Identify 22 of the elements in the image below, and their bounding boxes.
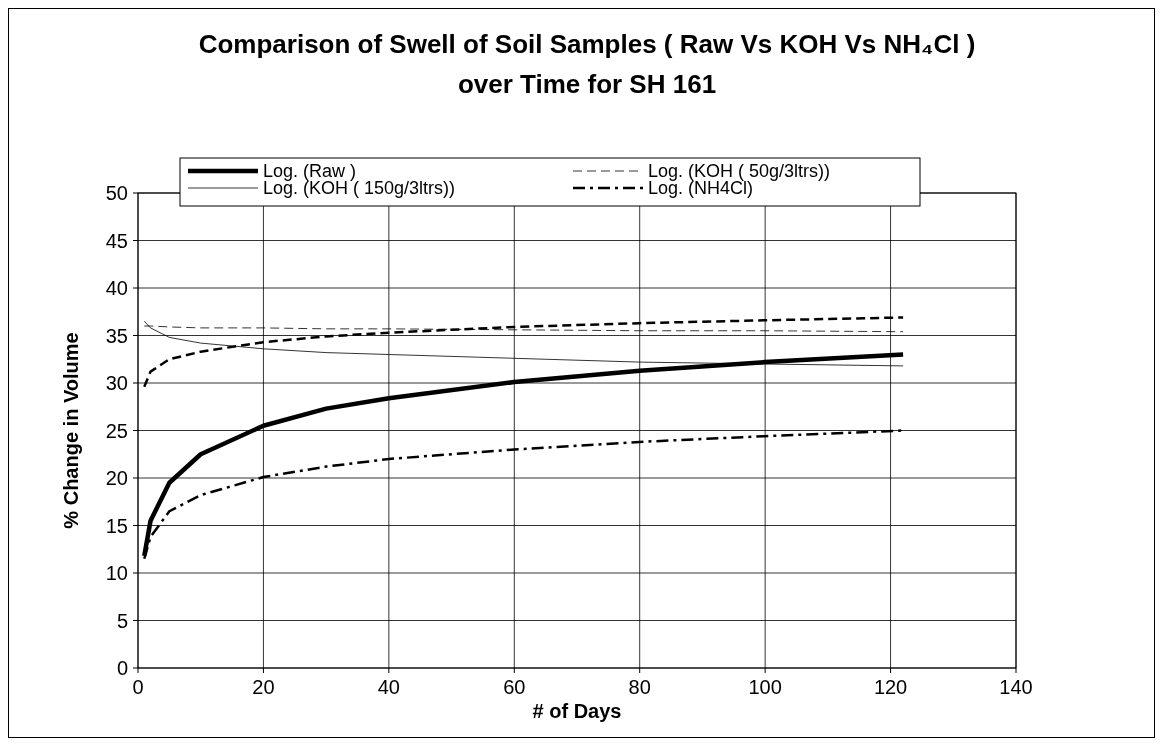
y-tick-label: 40 <box>105 277 128 299</box>
x-tick-label: 60 <box>503 676 526 698</box>
y-tick-label: 35 <box>105 324 128 347</box>
x-tick-label: 20 <box>252 676 275 698</box>
chart-title: Comparison of Swell of Soil Samples ( Raw Vs KOH Vs NH₄Cl ) over Time for SH 161 <box>198 29 976 99</box>
y-tick-label: 25 <box>105 419 128 442</box>
y-tick-label: 45 <box>105 229 128 252</box>
y-tick-label: 30 <box>105 372 128 394</box>
y-tick-label: 20 <box>105 467 128 489</box>
x-tick-label: 0 <box>132 676 144 698</box>
x-tick-label: 80 <box>628 676 651 698</box>
y-tick-label: 50 <box>105 182 128 204</box>
y-axis-title: % Change in Volume <box>60 332 82 529</box>
y-tick-label: 10 <box>105 562 128 584</box>
y-tick-label: 0 <box>116 657 128 679</box>
x-tick-label: 100 <box>748 676 782 698</box>
x-axis-title: # of Days <box>532 700 622 722</box>
x-tick-label: 40 <box>377 676 400 698</box>
y-tick-label: 5 <box>116 609 128 632</box>
y-tick-label: 15 <box>105 514 128 537</box>
x-tick-label: 120 <box>873 676 908 698</box>
x-tick-label: 140 <box>999 676 1033 698</box>
